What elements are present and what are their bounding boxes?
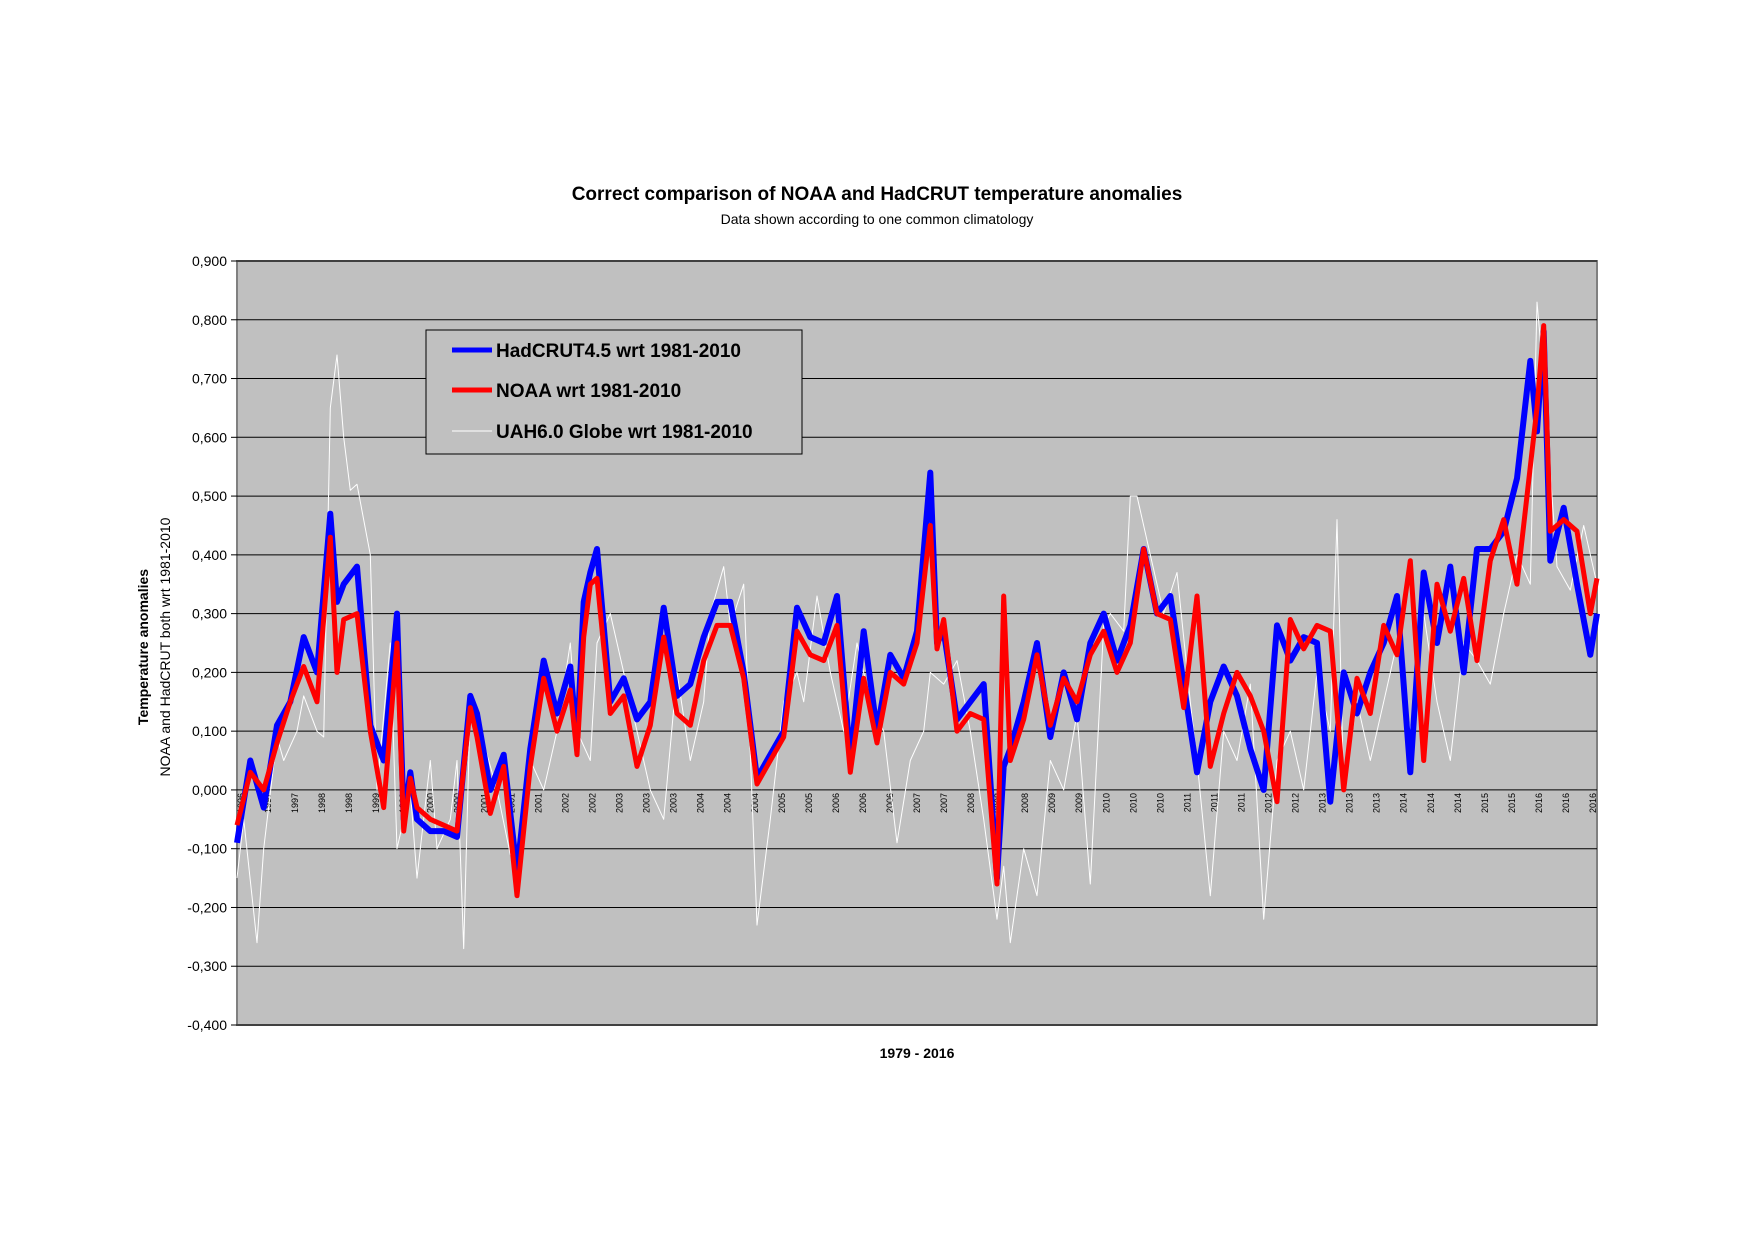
x-tick-label: 2015 <box>1507 793 1517 813</box>
y-tick-label: 0,900 <box>192 253 227 269</box>
y-tick-label: -0,100 <box>187 841 227 857</box>
y-tick-label: -0,300 <box>187 958 227 974</box>
y-tick-label: 0,400 <box>192 547 227 563</box>
chart-title: Correct comparison of NOAA and HadCRUT t… <box>572 184 1183 205</box>
y-tick-label: 0,600 <box>192 429 227 445</box>
y-tick-label: 0,500 <box>192 488 227 504</box>
x-tick-label: 2015 <box>1480 793 1490 813</box>
x-tick-label: 2008 <box>1020 793 1030 813</box>
x-tick-label: 2003 <box>642 793 652 813</box>
x-tick-label: 2013 <box>1318 793 1328 813</box>
x-tick-label: 2004 <box>723 793 733 813</box>
x-tick-label: 2003 <box>669 793 679 813</box>
series-line-noaa <box>234 323 1600 899</box>
x-tick-label: 2014 <box>1399 793 1409 813</box>
x-tick-label: 2011 <box>1236 793 1246 812</box>
x-tick-label: 2009 <box>1047 793 1057 813</box>
legend-label-noaa: NOAA wrt 1981-2010 <box>496 381 681 402</box>
x-tick-label: 2016 <box>1534 793 1544 813</box>
legend: HadCRUT4.5 wrt 1981-2010 NOAA wrt 1981-2… <box>425 329 803 455</box>
x-tick-label: 2011 <box>1209 793 1219 812</box>
y-tick-label: 0,300 <box>192 606 227 622</box>
x-tick-label: 1997 <box>263 793 273 813</box>
y-tick-label: 0,100 <box>192 723 227 739</box>
x-tick-label: 1998 <box>344 793 354 813</box>
x-tick-label: 2007 <box>939 793 949 813</box>
x-tick-label: 2002 <box>588 793 598 813</box>
x-tick-label: 2014 <box>1453 793 1463 813</box>
x-tick-label: 2002 <box>560 793 570 813</box>
y-axis-label: Temperature anomalies <box>135 569 151 725</box>
x-tick-label: 2006 <box>831 793 841 813</box>
x-tick-label: 2005 <box>804 793 814 813</box>
x-tick-label: 2011 <box>1182 793 1192 812</box>
x-tick-label: 2013 <box>1345 793 1355 813</box>
x-tick-label: 2001 <box>479 793 489 813</box>
chart-subtitle: Data shown according to one common clima… <box>721 211 1034 227</box>
x-tick-label: 1999 <box>371 793 381 813</box>
y-ticks: -0,400 -0,300 -0,200 -0,100 0,000 0,100 0,200 0… <box>187 253 237 1033</box>
x-tick-label: 2001 <box>533 793 543 813</box>
x-tick-label: 2013 <box>1372 793 1382 813</box>
x-tick-label: 2010 <box>1128 793 1138 813</box>
y-tick-label: -0,400 <box>187 1017 227 1033</box>
x-tick-label: 2006 <box>858 793 868 813</box>
series-lines <box>234 301 1600 950</box>
y-axis-label-secondary: NOAA and HadCRUT both wrt 1981-2010 <box>157 517 173 776</box>
x-tick-label: 2007 <box>912 793 922 813</box>
x-tick-label: 2016 <box>1561 793 1571 813</box>
y-tick-label: -0,200 <box>187 899 227 915</box>
x-axis-label: 1979 - 2016 <box>880 1045 955 1061</box>
x-tick-label: 2006 <box>885 793 895 813</box>
x-tick-label: 2008 <box>966 793 976 813</box>
y-tick-label: 0,000 <box>192 782 227 798</box>
x-tick-label: 2009 <box>1074 793 1084 813</box>
y-tick-label: 0,700 <box>192 371 227 387</box>
x-ticks: 1996 1997 1997 1998 1998 1999 1999 2000 2000 2001… <box>236 793 1598 813</box>
x-tick-label: 1997 <box>290 793 300 813</box>
y-tick-label: 0,800 <box>192 312 227 328</box>
x-tick-label: 2000 <box>425 793 435 813</box>
x-tick-label: 2014 <box>1426 793 1436 813</box>
x-tick-label: 2012 <box>1264 793 1274 813</box>
x-tick-label: 2005 <box>777 793 787 813</box>
legend-label-hadcrut: HadCRUT4.5 wrt 1981-2010 <box>496 341 741 362</box>
x-tick-label: 2010 <box>1155 793 1165 813</box>
x-tick-label: 1998 <box>317 793 327 813</box>
x-tick-label: 2003 <box>615 793 625 813</box>
x-tick-label: 2012 <box>1291 793 1301 813</box>
y-tick-label: 0,200 <box>192 664 227 680</box>
legend-label-uah: UAH6.0 Globe wrt 1981-2010 <box>496 422 753 443</box>
x-tick-label: 2004 <box>696 793 706 813</box>
x-tick-label: 2004 <box>750 793 760 813</box>
x-tick-label: 2010 <box>1101 793 1111 813</box>
x-tick-label: 2016 <box>1588 793 1598 813</box>
